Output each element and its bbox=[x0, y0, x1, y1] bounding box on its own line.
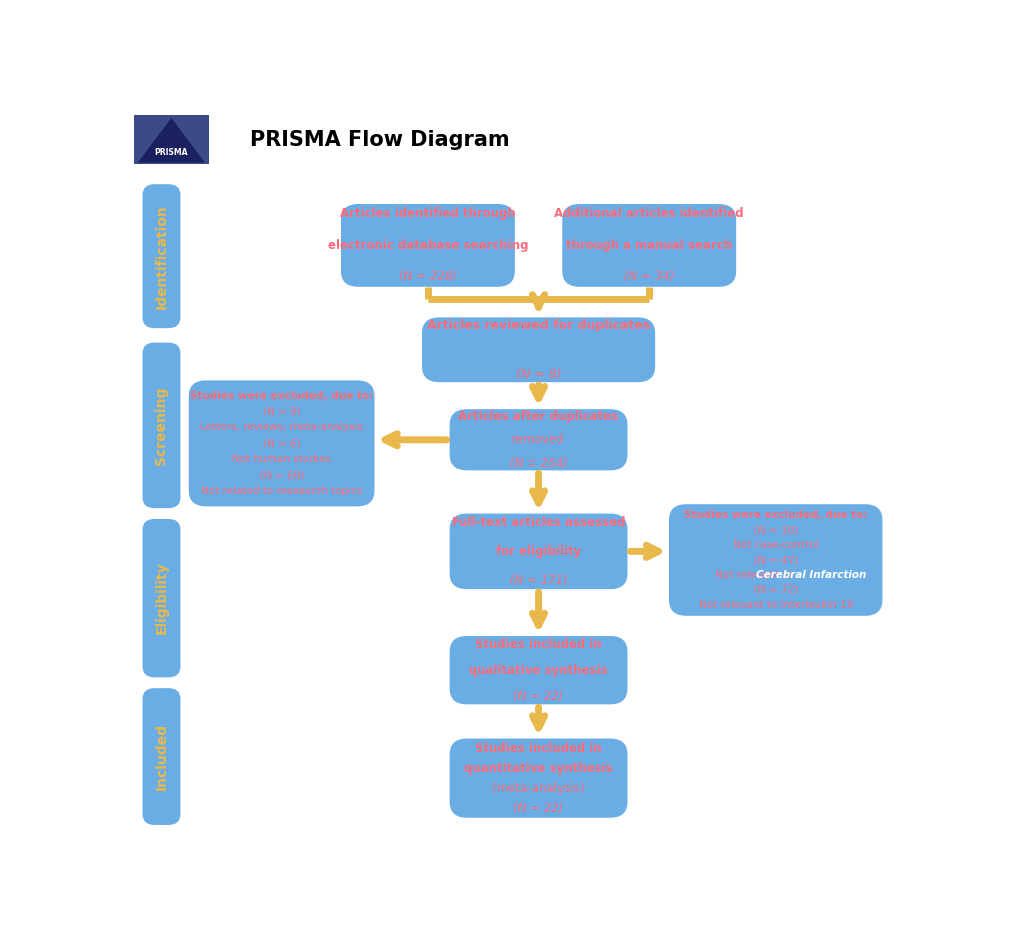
FancyBboxPatch shape bbox=[340, 204, 515, 287]
FancyBboxPatch shape bbox=[561, 204, 736, 287]
Text: Cerebral Infarction: Cerebral Infarction bbox=[755, 570, 865, 580]
Text: Articles after duplicates: Articles after duplicates bbox=[458, 410, 619, 423]
FancyBboxPatch shape bbox=[133, 115, 209, 164]
Polygon shape bbox=[138, 118, 205, 163]
Text: for eligibility: for eligibility bbox=[495, 545, 581, 558]
Text: Included: Included bbox=[154, 723, 168, 790]
Text: Studies included in: Studies included in bbox=[475, 741, 601, 755]
Text: PRISMA: PRISMA bbox=[155, 148, 187, 157]
Text: Additional articles identified: Additional articles identified bbox=[554, 208, 743, 221]
Text: (N = 68): (N = 68) bbox=[259, 470, 304, 481]
Text: Articles reviewed for duplicates: Articles reviewed for duplicates bbox=[427, 319, 649, 332]
Text: (N = 8): (N = 8) bbox=[516, 367, 560, 381]
FancyBboxPatch shape bbox=[449, 513, 627, 589]
Text: Not related to reseasroh topics: Not related to reseasroh topics bbox=[201, 486, 362, 496]
Text: Not relevant to: Not relevant to bbox=[714, 570, 836, 580]
Text: (N = 9): (N = 9) bbox=[263, 407, 301, 416]
Text: (N = 47): (N = 47) bbox=[753, 555, 797, 565]
Text: (N = 254): (N = 254) bbox=[510, 456, 567, 469]
Text: Letters, reviews, meta-analysis: Letters, reviews, meta-analysis bbox=[200, 423, 363, 432]
FancyBboxPatch shape bbox=[143, 519, 180, 677]
Text: electronic database searching: electronic database searching bbox=[327, 238, 528, 252]
Text: Identification: Identification bbox=[154, 204, 168, 309]
FancyBboxPatch shape bbox=[449, 410, 627, 470]
Text: (N = 22): (N = 22) bbox=[513, 690, 564, 702]
Text: qualitative synthesis: qualitative synthesis bbox=[469, 664, 607, 677]
Text: Not case-control: Not case-control bbox=[733, 540, 817, 550]
FancyBboxPatch shape bbox=[143, 688, 180, 825]
Text: (meta-analysis): (meta-analysis) bbox=[492, 782, 584, 795]
Text: Studies included in: Studies included in bbox=[475, 638, 601, 651]
Text: (N = 30): (N = 30) bbox=[753, 525, 797, 535]
Text: (N = 22): (N = 22) bbox=[513, 801, 564, 814]
Text: through a manual search: through a manual search bbox=[566, 238, 732, 252]
Text: (N = 6): (N = 6) bbox=[263, 439, 301, 449]
FancyBboxPatch shape bbox=[143, 184, 180, 328]
Text: Screening: Screening bbox=[154, 386, 168, 465]
FancyBboxPatch shape bbox=[449, 636, 627, 704]
Text: Not human studies: Not human studies bbox=[232, 454, 331, 465]
Text: removed: removed bbox=[512, 433, 565, 446]
FancyBboxPatch shape bbox=[422, 317, 654, 382]
Text: Studies were excluded, due to:: Studies were excluded, due to: bbox=[684, 511, 866, 521]
Text: (N = 228): (N = 228) bbox=[398, 270, 457, 283]
Text: (N = 72): (N = 72) bbox=[753, 584, 797, 595]
FancyBboxPatch shape bbox=[449, 739, 627, 818]
Text: Articles identified through: Articles identified through bbox=[339, 208, 516, 221]
Text: Not relevant to Interleukin 19: Not relevant to Interleukin 19 bbox=[698, 599, 852, 610]
Text: (N = 171): (N = 171) bbox=[510, 573, 567, 586]
Text: Eligibility: Eligibility bbox=[154, 562, 168, 635]
Text: PRISMA Flow Diagram: PRISMA Flow Diagram bbox=[250, 130, 510, 151]
Text: Full-text articles assessed: Full-text articles assessed bbox=[451, 516, 625, 529]
Text: quantitative synthesis: quantitative synthesis bbox=[464, 762, 612, 774]
FancyBboxPatch shape bbox=[189, 381, 374, 507]
FancyBboxPatch shape bbox=[143, 342, 180, 509]
Text: (N = 34): (N = 34) bbox=[624, 270, 674, 283]
Text: Studies were excluded, due to:: Studies were excluded, due to: bbox=[190, 391, 373, 400]
FancyBboxPatch shape bbox=[668, 504, 881, 616]
